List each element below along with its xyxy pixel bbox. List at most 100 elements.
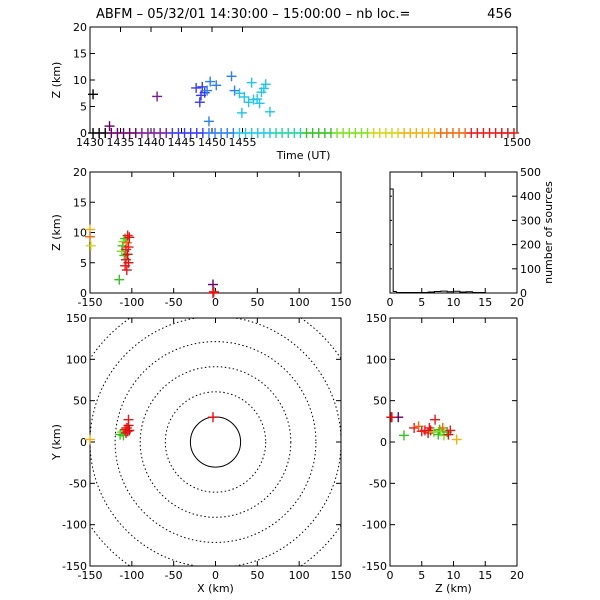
- plan-view-ytick-label: -150: [62, 560, 87, 573]
- time-height-point: [252, 94, 263, 105]
- height-y-point: [430, 414, 441, 425]
- height-y-point: [428, 427, 439, 438]
- time-height-point: [202, 85, 213, 96]
- time-height-point: [264, 106, 275, 117]
- plan-view-point: [207, 412, 218, 423]
- time-height-frame: [89, 26, 518, 134]
- height-y-ytick-label: -150: [362, 560, 387, 573]
- panel-time-height: 1430 1435 1440 1445 1450 1455 1500 0 5 10 15 20 Time…: [50, 21, 531, 162]
- x-height-xtick-label: -100: [119, 296, 144, 309]
- x-height-point: [122, 230, 133, 241]
- height-y-ytick-label: -50: [369, 477, 387, 490]
- x-height-point: [121, 237, 132, 248]
- plan-view-range-ring: [139, 366, 292, 518]
- time-height-point: [104, 121, 115, 132]
- plan-view-ytick-label: 150: [66, 312, 87, 325]
- time-height-point: [508, 128, 519, 138]
- height-y-xlabel: Z (km): [435, 582, 472, 595]
- plan-view-ytick-label: -100: [62, 519, 87, 532]
- height-histogram-xtick-label: 5: [418, 296, 425, 309]
- height-y-point: [409, 422, 420, 433]
- plan-view-ytick-label: 50: [73, 395, 87, 408]
- time-height-point: [254, 98, 265, 109]
- time-height-xlabel: Time (UT): [276, 149, 331, 162]
- height-histogram-xtick-label: 0: [387, 296, 394, 309]
- x-height-xtick-label: 0: [212, 296, 219, 309]
- height-y-xtick-label: 10: [447, 569, 461, 582]
- time-height-point: [239, 91, 250, 102]
- time-height-ytick-label: 15: [73, 48, 87, 61]
- plan-view-xlabel: X (km): [197, 582, 234, 595]
- height-y-point: [451, 434, 462, 445]
- panel-height-y: 0 5 10 15 20 -150 -100 -50 0 50 100 150 Z (km): [362, 312, 524, 595]
- height-histogram-ytick-label: 0: [520, 287, 527, 300]
- time-height-point: [246, 77, 257, 88]
- x-height-point: [124, 232, 135, 243]
- x-height-point: [116, 246, 127, 257]
- plan-view-range-ring: [90, 318, 341, 566]
- height-y-point: [386, 412, 397, 423]
- time-height-point: [152, 91, 163, 102]
- height-histogram-ytick-label: 300: [520, 214, 541, 227]
- time-height-point: [205, 76, 216, 87]
- plan-view-point: [85, 434, 95, 445]
- time-height-point: [191, 82, 202, 93]
- x-height-point: [122, 249, 133, 260]
- height-histogram-xtick-label: 15: [478, 296, 492, 309]
- x-height-xtick-label: 100: [289, 296, 310, 309]
- height-histogram-ytick-label: 500: [520, 166, 541, 179]
- x-height-point: [121, 265, 132, 276]
- height-histogram-frame: [389, 171, 518, 294]
- x-height-point: [85, 240, 96, 251]
- plan-view-range-ring: [189, 416, 242, 468]
- x-height-ytick-label: 10: [73, 227, 87, 240]
- height-histogram-xtick-label: 20: [510, 296, 524, 309]
- height-y-xtick-label: 15: [478, 569, 492, 582]
- time-height-point: [88, 89, 99, 100]
- chart-title-prefix: ABFM – 05/32/01 14:30:00 – 15:00:00 – nb…: [96, 7, 410, 22]
- x-height-xtick-label: -150: [78, 296, 103, 309]
- height-histogram-ytick-label: 100: [520, 263, 541, 276]
- x-height-ytick-label: 20: [73, 166, 87, 179]
- time-height-xtick-label: 1445: [168, 136, 196, 149]
- x-height-ytick-label: 0: [80, 287, 87, 300]
- plan-view-point: [124, 425, 135, 436]
- height-y-ytick-label: 150: [366, 312, 387, 325]
- time-height-xtick-label: 1435: [107, 136, 135, 149]
- plan-view-ytick-label: 100: [66, 353, 87, 366]
- time-height-xtick-label: 1450: [198, 136, 226, 149]
- height-y-point: [424, 422, 435, 433]
- height-y-point: [398, 430, 409, 441]
- height-y-frame: [389, 317, 518, 567]
- plan-view-xtick-label: 50: [250, 569, 264, 582]
- plan-view-xtick-label: 100: [289, 569, 310, 582]
- time-height-point: [243, 97, 254, 108]
- time-height-point: [211, 80, 222, 91]
- time-height-ytick-label: 5: [80, 101, 87, 114]
- height-histogram-series-line: [389, 188, 517, 294]
- x-height-xtick-label: 50: [250, 296, 264, 309]
- height-y-ytick-label: -100: [362, 519, 387, 532]
- time-height-point: [229, 85, 240, 96]
- x-height-point: [114, 274, 125, 285]
- time-height-ytick-label: 10: [73, 74, 87, 87]
- plan-view-range-ring: [164, 391, 267, 493]
- height-y-point: [423, 427, 434, 438]
- time-height-point: [260, 79, 271, 90]
- plan-view-point: [118, 430, 129, 441]
- x-height-point: [123, 242, 134, 253]
- plan-view-xtick-label: 0: [212, 569, 219, 582]
- x-height-point: [120, 244, 131, 255]
- height-y-xtick-label: 20: [510, 569, 524, 582]
- x-height-xtick-label: -50: [165, 296, 183, 309]
- height-y-ytick-label: 50: [373, 395, 387, 408]
- plan-view-range-ring: [114, 341, 317, 543]
- x-height-point: [85, 231, 95, 242]
- x-height-xtick-label: 150: [331, 296, 352, 309]
- x-height-point: [207, 279, 218, 290]
- x-height-ytick-label: 15: [73, 196, 87, 209]
- height-y-xtick-label: 5: [418, 569, 425, 582]
- time-height-point: [236, 107, 247, 118]
- height-y-point: [445, 425, 456, 436]
